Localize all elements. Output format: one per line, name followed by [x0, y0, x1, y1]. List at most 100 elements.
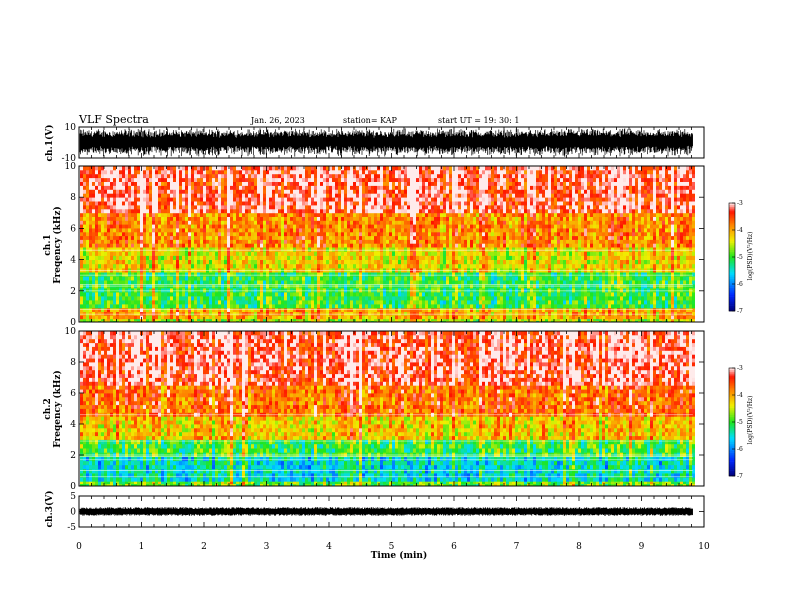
ch1-spectrogram-cell: [392, 166, 395, 171]
ch1-spectrogram-cell: [224, 251, 227, 256]
ch1-spectrogram-cell: [353, 280, 356, 285]
ch1-spectrogram-cell: [398, 181, 401, 186]
ch1-spectrogram-cell: [119, 224, 122, 229]
ch1-spectrogram-cell: [308, 255, 311, 260]
ch1-spectrogram-cell: [149, 197, 152, 202]
ch1-spectrogram-cell: [257, 296, 260, 301]
ch1-spectrogram-cell: [407, 308, 410, 312]
ch1-spectrogram-cell: [134, 166, 137, 171]
ch1-spectrogram-cell: [176, 247, 179, 252]
ch1-spectrogram-cell: [191, 315, 194, 320]
ch1-spectrogram-cell: [116, 247, 119, 252]
ch1-spectrogram-cell: [137, 288, 140, 293]
ch1-spectrogram-cell: [248, 177, 251, 182]
ch1-spectrogram-cell: [221, 272, 224, 277]
ch1-spectrogram-cell: [395, 280, 398, 285]
ch1-spectrogram-cell: [128, 308, 131, 312]
ch1-spectrogram-cell: [128, 177, 131, 182]
ch1-spectrogram-cell: [182, 247, 185, 252]
ch1-spectrogram-cell: [305, 320, 308, 323]
ch1-spectrogram-cell: [431, 259, 434, 265]
ch1-spectrogram-cell: [389, 197, 392, 202]
ch1-spectrogram-cell: [284, 292, 287, 297]
ch1-spectrogram-cell: [107, 216, 110, 221]
ch1-spectrogram-cell: [182, 251, 185, 256]
ch1-spectrogram-cell: [149, 263, 152, 269]
ch1-spectrogram-cell: [173, 177, 176, 182]
ch1-spectrogram-cell: [119, 208, 122, 214]
ch1-spectrogram-cell: [158, 296, 161, 301]
ch1-spectrogram-cell: [215, 300, 218, 305]
ch1-spectrogram-cell: [227, 259, 230, 265]
ch1-spectrogram-cell: [419, 181, 422, 186]
ch1-spectrogram-cell: [200, 243, 203, 248]
ch1-spectrogram-cell: [428, 239, 431, 244]
ch1-spectrogram-cell: [341, 276, 344, 281]
ch1-spectrogram-cell: [146, 320, 149, 323]
ch1-spectrogram-cell: [131, 272, 134, 277]
ch1-spectrogram-cell: [362, 255, 365, 260]
ch1-spectrogram-cell: [260, 181, 263, 186]
ch1-spectrogram-cell: [359, 185, 362, 190]
ch1-spectrogram-cell: [221, 276, 224, 281]
ch1-spectrogram-cell: [386, 205, 389, 210]
ch1-spectrogram-cell: [380, 247, 383, 252]
ch1-spectrogram-cell: [419, 243, 422, 248]
ch1-spectrogram-cell: [158, 320, 161, 323]
ch1-spectrogram-cell: [422, 259, 425, 265]
ch1-spectrogram-cell: [374, 177, 377, 182]
ch1-spectrogram-cell: [284, 263, 287, 269]
ch1-spectrogram-cell: [158, 272, 161, 277]
ch1-spectrogram-cell: [407, 197, 410, 202]
ch1-spectrogram-cell: [131, 308, 134, 312]
ch1-spectrogram-cell: [95, 263, 98, 269]
ch1-spectrogram-cell: [284, 201, 287, 206]
ch1-spectrogram-cell: [356, 272, 359, 277]
ch1-spectrogram-cell: [110, 272, 113, 277]
ch1-spectrogram-cell: [404, 259, 407, 265]
ch1-spectrogram-cell: [389, 255, 392, 260]
ch1-spectrogram-cell: [287, 189, 290, 194]
ch1-spectrogram-cell: [209, 276, 212, 281]
ch1-spectrogram-cell: [248, 224, 251, 229]
ch1-spectrogram-cell: [380, 296, 383, 301]
ch1-spectrogram-cell: [281, 259, 284, 265]
ch1-spectrogram-cell: [386, 280, 389, 285]
ch1-spectrogram-cell: [425, 216, 428, 221]
ch1-spectrogram-cell: [197, 189, 200, 194]
ch1-spectrogram-cell: [233, 169, 236, 175]
ch1-spectrogram-cell: [221, 239, 224, 244]
ch1-spectrogram-cell: [179, 304, 182, 309]
ch1-spectrogram-cell: [326, 276, 329, 281]
ch1-spectrogram-cell: [143, 181, 146, 186]
ch1-spectrogram-cell: [164, 320, 167, 323]
ch1-spectrogram-cell: [371, 315, 374, 320]
ch1-spectrogram-cell: [323, 259, 326, 265]
ch1-spectrogram-cell: [293, 288, 296, 293]
ch1-spectrogram-cell: [257, 318, 260, 321]
ch1-spectrogram-cell: [161, 243, 164, 248]
ch1-spectrogram-cell: [311, 224, 314, 229]
ch1-spectrogram-cell: [218, 173, 221, 179]
ch1-spectrogram-cell: [278, 224, 281, 229]
ch1-spectrogram-cell: [155, 189, 158, 194]
ch1-spectrogram-cell: [137, 296, 140, 301]
ch1-spectrogram-cell: [248, 231, 251, 237]
ch1-spectrogram-cell: [224, 216, 227, 221]
ch1-spectrogram-cell: [392, 296, 395, 301]
ch1-spectrogram-cell: [437, 320, 440, 323]
ch1-spectrogram-cell: [236, 311, 239, 316]
ch1-spectrogram-cell: [200, 173, 203, 179]
ch1-spectrogram-cell: [392, 216, 395, 221]
ch1-spectrogram-cell: [188, 315, 191, 320]
ch1-spectrogram-cell: [329, 224, 332, 229]
ch1-spectrogram-cell: [422, 197, 425, 202]
ch1-spectrogram-cell: [356, 181, 359, 186]
ch1-spectrogram-cell: [146, 308, 149, 312]
ch1-spectrogram-cell: [233, 308, 236, 312]
ch1-spectrogram-cell: [95, 177, 98, 182]
ch1-spectrogram-cell: [341, 173, 344, 179]
ch1-spectrogram-cell: [344, 220, 347, 225]
ch1-spectrogram-cell: [191, 243, 194, 248]
ch1-spectrogram-cell: [146, 173, 149, 179]
